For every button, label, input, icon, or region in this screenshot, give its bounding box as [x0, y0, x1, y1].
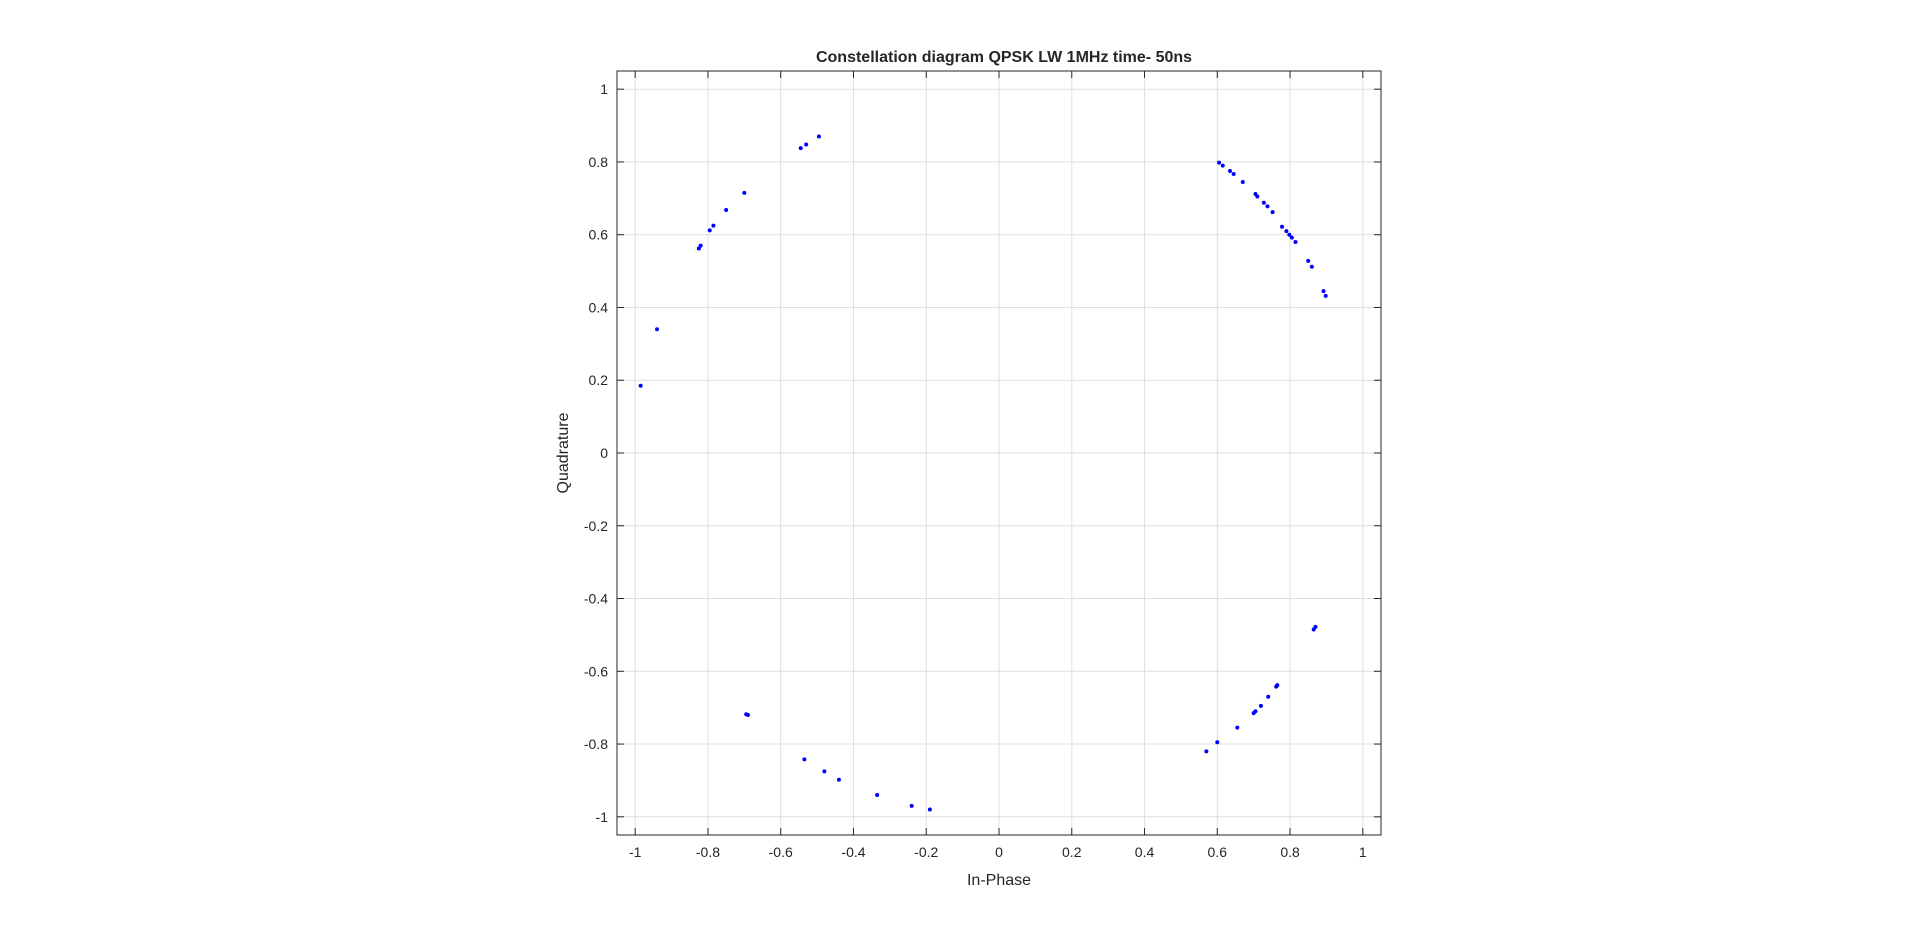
x-tick-label: -0.6 — [769, 844, 793, 860]
y-tick-label: 0 — [600, 445, 608, 461]
y-tick-label: 0.4 — [589, 299, 609, 315]
data-point — [1270, 210, 1275, 215]
data-point — [1204, 749, 1209, 754]
data-point — [1309, 264, 1314, 269]
data-point — [724, 207, 729, 212]
data-point — [1321, 289, 1326, 294]
data-point — [696, 246, 701, 251]
data-point — [1251, 711, 1256, 716]
data-point — [1240, 179, 1245, 184]
y-tick-label: -0.2 — [584, 518, 608, 534]
x-tick-label: -0.2 — [914, 844, 938, 860]
x-tick-label: -0.8 — [696, 844, 720, 860]
data-point — [744, 712, 749, 717]
data-point — [909, 803, 914, 808]
data-point — [804, 142, 809, 147]
data-point — [802, 757, 807, 762]
data-point — [1235, 725, 1240, 730]
data-point — [822, 769, 827, 774]
data-points — [638, 134, 1328, 812]
y-axis-label: Quadrature — [555, 412, 572, 493]
data-point — [1266, 694, 1271, 699]
y-tick-label: 1 — [600, 81, 608, 97]
data-point — [1215, 740, 1220, 745]
data-point — [711, 223, 716, 228]
x-tick-labels: -1 -0.8 -0.6 -0.4 -0.2 0 0.2 0.4 0.6 0.8 1 — [629, 844, 1367, 860]
data-point — [655, 327, 660, 332]
data-point — [1323, 293, 1328, 298]
x-tick-label: 1 — [1359, 844, 1367, 860]
y-tick-label: -0.4 — [584, 591, 608, 607]
data-point — [1284, 229, 1289, 234]
y-tick-label: 0.2 — [589, 372, 609, 388]
data-point — [707, 228, 712, 233]
data-point — [875, 792, 880, 797]
y-tick-label: -0.6 — [584, 663, 608, 679]
data-point — [798, 146, 803, 151]
data-point — [1306, 258, 1311, 263]
data-point — [742, 190, 747, 195]
data-point — [638, 383, 643, 388]
data-point — [1255, 194, 1260, 199]
x-tick-label: 0.2 — [1062, 844, 1082, 860]
data-point — [698, 243, 703, 248]
data-point — [1280, 224, 1285, 229]
data-point — [1220, 163, 1225, 168]
data-point — [927, 807, 932, 812]
y-tick-label: 0.8 — [589, 154, 609, 170]
data-point — [836, 777, 841, 782]
data-point — [1265, 204, 1270, 209]
data-point — [1293, 239, 1298, 244]
x-tick-label: 0.8 — [1280, 844, 1300, 860]
x-tick-label: 0.4 — [1135, 844, 1155, 860]
y-tick-label: -1 — [596, 809, 609, 825]
data-point — [1287, 232, 1292, 237]
data-point — [816, 134, 821, 139]
chart-title: Constellation diagram QPSK LW 1MHz time-… — [816, 49, 1192, 66]
x-tick-label: 0 — [995, 844, 1003, 860]
data-point — [1217, 160, 1222, 165]
y-tick-label: 0.6 — [589, 227, 609, 243]
grid-lines — [617, 71, 1381, 835]
x-axis-label: In-Phase — [967, 872, 1031, 889]
x-tick-label: -1 — [629, 844, 642, 860]
y-tick-label: -0.8 — [584, 736, 608, 752]
plot-axes: -1 -0.8 -0.6 -0.4 -0.2 0 0.2 0.4 0.6 0.8 1 -1-0.8-… — [584, 70, 1382, 860]
data-point — [1258, 703, 1263, 708]
data-point — [1261, 200, 1266, 205]
plot-frame — [616, 70, 1382, 836]
data-point — [1231, 171, 1236, 176]
data-point — [1289, 235, 1294, 240]
x-tick-label: -0.4 — [841, 844, 865, 860]
data-point — [1274, 684, 1279, 689]
data-point — [1313, 624, 1318, 629]
data-point — [1228, 169, 1233, 174]
tick-marks — [617, 71, 1381, 835]
x-tick-label: 0.6 — [1208, 844, 1228, 860]
y-tick-labels: -1 -0.8 -0.6 -0.4 -0.2 0 0.2 0.4 0.6 0.8 1 — [584, 81, 608, 825]
